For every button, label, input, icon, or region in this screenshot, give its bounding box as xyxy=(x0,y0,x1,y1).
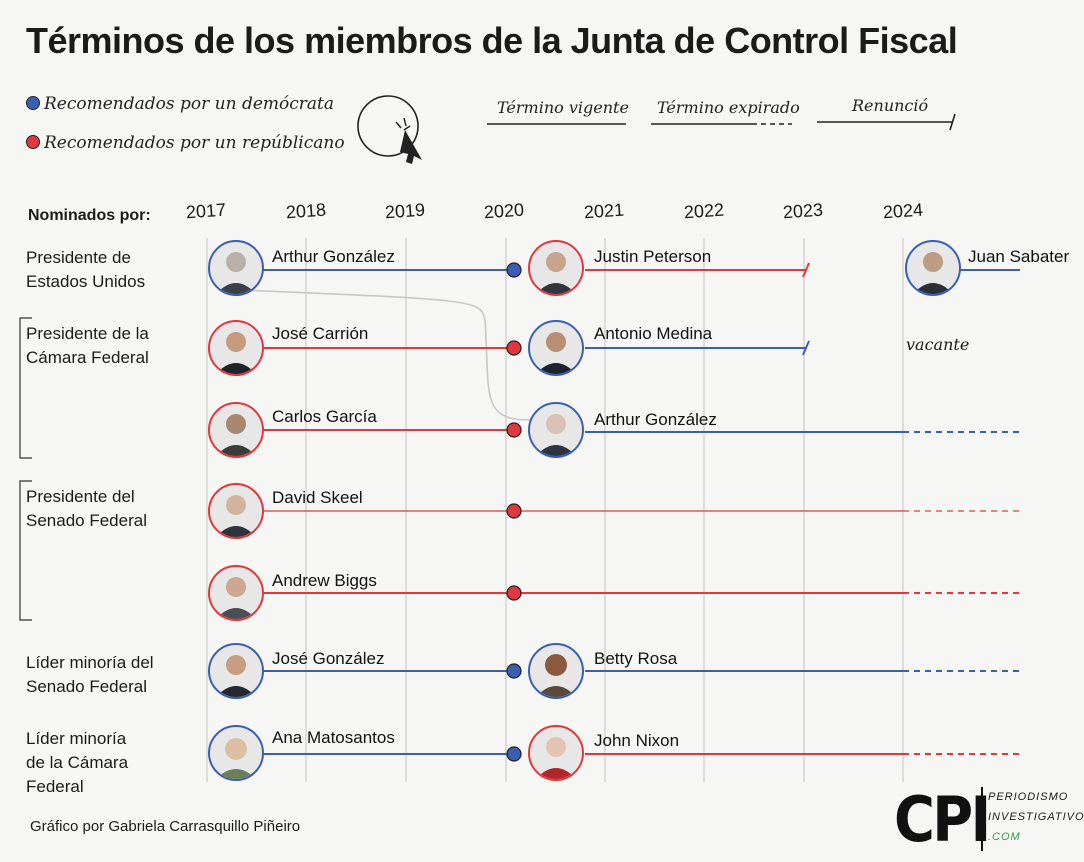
year-2019: 2019 xyxy=(384,199,426,223)
year-2017: 2017 xyxy=(185,199,227,223)
name-betty-rosa: Betty Rosa xyxy=(594,649,678,668)
group-label-presidente-eeuu: Presidente de Estados Unidos xyxy=(26,248,146,291)
name-carlos-garcia: Carlos García xyxy=(272,407,377,426)
avatar-jose-gonzalez xyxy=(208,643,264,699)
year-2023: 2023 xyxy=(782,199,824,223)
bracket-senado xyxy=(19,480,32,621)
person-icon xyxy=(536,332,576,374)
name-arthur-gonzalez: Arthur González xyxy=(272,247,395,266)
name-ana-matosantos: Ana Matosantos xyxy=(272,728,395,747)
end-dot-jose-gonzalez xyxy=(506,663,522,679)
year-gridlines xyxy=(206,238,904,782)
arthur-connector-line xyxy=(239,289,531,421)
avatar-justin-peterson xyxy=(528,240,584,296)
mid-dot-andrew xyxy=(506,585,522,601)
legend-republican-label: Recomendados por un repúblicano xyxy=(44,133,345,153)
click-cursor-icon xyxy=(357,95,422,164)
credit-text: Gráfico por Gabriela Carrasquillo Piñeir… xyxy=(30,818,301,835)
end-dot-jose-carrion xyxy=(506,340,522,356)
logo-divider xyxy=(981,787,983,851)
name-david-skeel: David Skeel xyxy=(272,488,363,507)
name-andrew-biggs: Andrew Biggs xyxy=(272,571,377,590)
avatar-andrew-biggs xyxy=(208,565,264,621)
nominated-by-header: Nominados por: xyxy=(28,207,151,224)
logo-line-1: PERIODISMO xyxy=(988,791,1069,803)
person-icon xyxy=(216,577,256,619)
person-icon xyxy=(913,252,953,294)
end-dot-carlos xyxy=(506,422,522,438)
cpi-logo: CPI PERIODISMO INVESTIGATIVO .COM xyxy=(894,783,1084,856)
year-2021: 2021 xyxy=(583,199,625,223)
chart-title: Términos de los miembros de la Junta de … xyxy=(26,20,958,61)
year-2018: 2018 xyxy=(285,199,327,223)
legend-democrat: Recomendados por un demócrata xyxy=(26,94,334,114)
person-icon xyxy=(536,737,576,779)
legend-resigned-label: Renunció xyxy=(852,96,929,115)
name-jose-gonzalez: José González xyxy=(272,649,385,668)
legend-republican: Recomendados por un repúblicano xyxy=(26,133,345,153)
bracket-camara xyxy=(19,317,32,459)
republican-dot-icon xyxy=(26,135,40,149)
avatar-john-nixon xyxy=(528,725,584,781)
mid-dot-david xyxy=(506,503,522,519)
name-john-nixon: John Nixon xyxy=(594,731,680,750)
logo-line-2: INVESTIGATIVO xyxy=(988,811,1084,823)
person-icon xyxy=(536,654,576,697)
year-2020: 2020 xyxy=(483,199,525,223)
avatar-arthur-gonzalez xyxy=(208,240,264,296)
group-label-senado: Presidente del Senado Federal xyxy=(26,487,147,530)
end-dot-ana xyxy=(506,746,522,762)
person-icon xyxy=(216,495,256,537)
name-justin-peterson: Justin Peterson xyxy=(594,247,712,266)
person-icon xyxy=(536,252,576,294)
avatar-jose-carrion xyxy=(208,320,264,376)
avatar-carlos-garcia xyxy=(208,402,264,458)
person-icon xyxy=(536,414,576,456)
avatar-arthur-gonzalez-2 xyxy=(528,402,584,458)
person-icon xyxy=(216,252,256,294)
avatar-betty-rosa xyxy=(528,643,584,699)
resign-tick-justin xyxy=(802,262,810,278)
legend-democrat-label: Recomendados por un demócrata xyxy=(44,94,335,114)
group-label-minoria-camara: Líder minoría de la Cámara Federal xyxy=(26,729,129,796)
logo-line-3: .COM xyxy=(988,831,1021,843)
avatar-david-skeel xyxy=(208,483,264,539)
person-icon xyxy=(216,332,256,374)
person-icon xyxy=(216,414,256,456)
name-antonio-medina: Antonio Medina xyxy=(594,324,713,343)
logo-mark: CPI xyxy=(894,783,991,856)
name-jose-carrion: José Carrión xyxy=(272,324,369,343)
democrat-dot-icon xyxy=(26,96,40,110)
year-2022: 2022 xyxy=(683,199,725,223)
avatar-antonio-medina xyxy=(528,320,584,376)
end-dot-arthur-1 xyxy=(506,262,522,278)
avatar-ana-matosantos xyxy=(208,725,264,781)
group-label-camara: Presidente de la Cámara Federal xyxy=(26,324,149,367)
avatar-juan-sabater xyxy=(905,240,961,296)
vacant-label: vacante xyxy=(906,335,970,354)
resign-tick-antonio xyxy=(802,340,810,356)
legend-expired-term-label: Término expirado xyxy=(657,98,800,117)
group-label-minoria-senado: Líder minoría del Senado Federal xyxy=(26,653,154,696)
person-icon xyxy=(216,738,256,779)
person-icon xyxy=(216,655,256,697)
legend-current-term-label: Término vigente xyxy=(497,98,629,117)
legend-resigned-tick xyxy=(949,113,956,131)
name-juan-sabater: Juan Sabater xyxy=(968,247,1070,266)
year-2024: 2024 xyxy=(882,199,924,223)
name-arthur-gonzalez-2: Arthur González xyxy=(594,410,717,429)
